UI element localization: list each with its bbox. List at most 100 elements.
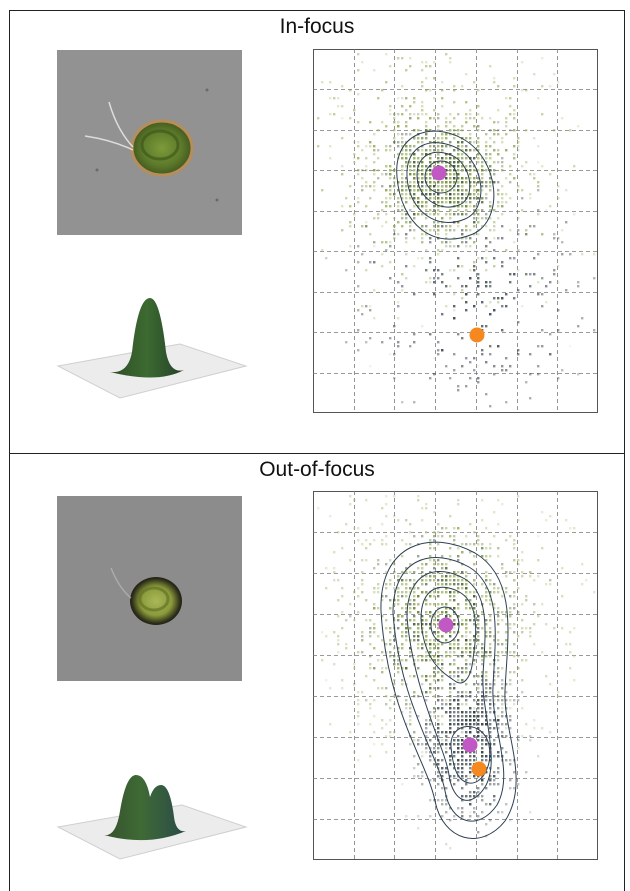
- scatter-point: [441, 591, 444, 594]
- scatter-point: [501, 679, 504, 682]
- scatter-point: [409, 723, 412, 726]
- scatter-point: [365, 599, 368, 602]
- scatter-point: [429, 815, 432, 818]
- scatter-point: [445, 747, 448, 750]
- scatter-point: [465, 695, 468, 698]
- scatter-point: [493, 755, 496, 758]
- scatter-point: [437, 117, 440, 120]
- scatter-point: [417, 743, 420, 746]
- scatter-point: [477, 639, 480, 642]
- scatter-point: [437, 727, 440, 730]
- scatter-point: [445, 229, 448, 232]
- scatter-point: [485, 735, 488, 738]
- scatter-point: [341, 105, 344, 108]
- scatter-point: [477, 543, 480, 546]
- scatter-point: [365, 559, 368, 562]
- scatter-point: [485, 687, 488, 690]
- scatter-point: [421, 643, 424, 646]
- scatter-point: [493, 795, 496, 798]
- scatter-point: [485, 787, 488, 790]
- scatter-point: [465, 575, 468, 578]
- scatter-point: [401, 185, 404, 188]
- scatter-point: [513, 129, 516, 132]
- scatter-point: [409, 189, 412, 192]
- scatter-point: [469, 229, 472, 232]
- scatter-point: [417, 827, 420, 830]
- scatter-point: [489, 153, 492, 156]
- scatter-point: [497, 591, 500, 594]
- scatter-point: [449, 177, 452, 180]
- scatter-point: [517, 587, 520, 590]
- scatter-point: [389, 241, 392, 244]
- scatter-point: [421, 591, 424, 594]
- scatter-point: [405, 703, 408, 706]
- scatter-point: [385, 81, 388, 84]
- scatter-point: [437, 205, 440, 208]
- scatter-point: [433, 201, 436, 204]
- scatter-point: [441, 699, 444, 702]
- scatter-point: [453, 683, 456, 686]
- scatter-point: [457, 209, 460, 212]
- scatter-point: [477, 719, 480, 722]
- scatter-point: [437, 647, 440, 650]
- scatter-point: [433, 747, 436, 750]
- scatter-point: [369, 635, 372, 638]
- scatter-point: [537, 373, 540, 376]
- scatter-point: [505, 571, 508, 574]
- scatter-point: [409, 579, 412, 582]
- scatter-point: [497, 109, 500, 112]
- scatter-point: [485, 587, 488, 590]
- scatter-point: [493, 535, 496, 538]
- scatter-point: [449, 807, 452, 810]
- scatter-point: [433, 145, 436, 148]
- scatter-point: [461, 237, 464, 240]
- scatter-point: [477, 635, 480, 638]
- scatter-point: [457, 667, 460, 670]
- scatter-point: [321, 631, 324, 634]
- scatter-point: [357, 759, 360, 762]
- scatter-point: [505, 759, 508, 762]
- scatter-point: [365, 341, 368, 344]
- scatter-point: [437, 679, 440, 682]
- scatter-point: [445, 121, 448, 124]
- scatter-point: [381, 599, 384, 602]
- scatter-point: [481, 499, 484, 502]
- scatter-point: [473, 675, 476, 678]
- scatter-point: [405, 703, 408, 706]
- scatter-point: [433, 655, 436, 658]
- scatter-point: [445, 365, 448, 368]
- scatter-point: [425, 149, 428, 152]
- scatter-point: [489, 165, 492, 168]
- scatter-point: [397, 591, 400, 594]
- scatter-point: [429, 755, 432, 758]
- scatter-point: [377, 591, 380, 594]
- scatter-point: [437, 687, 440, 690]
- scatter-point: [409, 647, 412, 650]
- scatter-point: [445, 197, 448, 200]
- scatter-point: [445, 233, 448, 236]
- scatter-point: [397, 671, 400, 674]
- scatter-point: [333, 663, 336, 666]
- scatter-point: [341, 85, 344, 88]
- scatter-point: [465, 703, 468, 706]
- scatter-point: [405, 579, 408, 582]
- scatter-point: [425, 635, 428, 638]
- scatter-point: [425, 599, 428, 602]
- scatter-point: [497, 619, 500, 622]
- scatter-point: [485, 691, 488, 694]
- scatter-point: [389, 185, 392, 188]
- scatter-point: [409, 225, 412, 228]
- scatter-point: [469, 771, 472, 774]
- scatter-point: [513, 787, 516, 790]
- scatter-point: [429, 691, 432, 694]
- scatter-point: [489, 615, 492, 618]
- scatter-point: [449, 213, 452, 216]
- scatter-point: [465, 73, 468, 76]
- scatter-point: [489, 591, 492, 594]
- scatter-point: [465, 309, 468, 312]
- scatter-point: [353, 751, 356, 754]
- scatter-point: [413, 145, 416, 148]
- scatter-point: [433, 639, 436, 642]
- scatter-point: [485, 671, 488, 674]
- scatter-point: [497, 499, 500, 502]
